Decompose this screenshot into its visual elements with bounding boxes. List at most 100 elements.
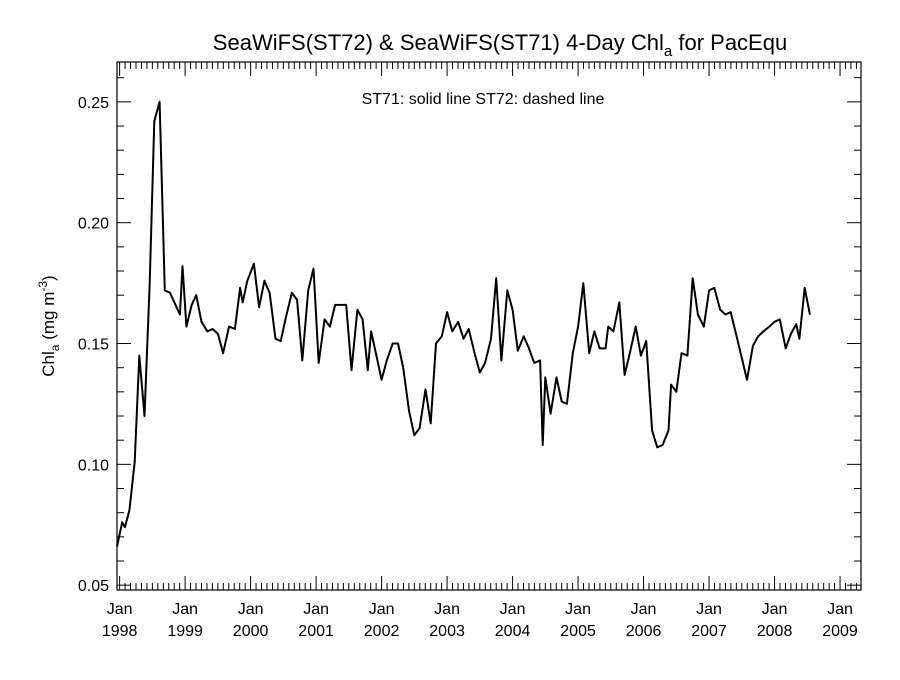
- data-point: [680, 352, 683, 354]
- data-point: [191, 304, 193, 306]
- data-point: [268, 292, 271, 294]
- data-point: [539, 359, 541, 362]
- data-point: [500, 359, 503, 362]
- data-point: [274, 338, 277, 340]
- data-point: [768, 326, 770, 328]
- data-point: [773, 321, 776, 323]
- data-point: [296, 299, 298, 301]
- data-point: [798, 338, 801, 340]
- line-style-annotation: ST71: solid line ST72: dashed line: [362, 91, 605, 108]
- data-point: [713, 287, 715, 289]
- data-point: [181, 265, 184, 267]
- y-tick-label: 0.25: [78, 95, 109, 112]
- data-point: [408, 410, 410, 412]
- data-point: [542, 444, 544, 446]
- y-axis-label: Chla (mg m-3): [36, 275, 62, 376]
- data-point: [228, 326, 230, 328]
- data-point: [517, 350, 519, 352]
- data-point: [566, 403, 568, 405]
- data-point: [253, 263, 255, 265]
- data-point: [588, 352, 590, 354]
- data-point: [473, 352, 476, 354]
- data-point: [367, 369, 369, 371]
- data-point: [153, 120, 155, 122]
- data-point: [164, 289, 166, 291]
- data-point: [741, 357, 743, 359]
- y-tick-label: 0.05: [78, 578, 109, 595]
- data-point: [370, 330, 372, 333]
- y-tick-label: 0.20: [78, 216, 109, 233]
- data-point: [350, 369, 353, 371]
- data-point: [577, 326, 579, 328]
- data-point: [582, 282, 584, 284]
- data-point: [424, 388, 427, 391]
- data-point: [462, 338, 465, 340]
- x-tick-month-label: Jan: [696, 601, 722, 618]
- data-point: [640, 355, 642, 357]
- data-point: [356, 309, 358, 311]
- data-point: [200, 321, 203, 323]
- data-point: [506, 289, 508, 291]
- x-tick-year-label: 2006: [626, 623, 662, 640]
- data-point: [746, 379, 748, 381]
- x-tick-year-label: 2001: [298, 623, 334, 640]
- data-point: [134, 461, 136, 463]
- y-tick-label: 0.10: [78, 457, 109, 474]
- data-point: [413, 434, 415, 436]
- data-point: [185, 326, 188, 328]
- data-point: [124, 526, 126, 528]
- x-tick-year-label: 1999: [167, 623, 203, 640]
- data-point: [572, 352, 574, 354]
- data-point: [206, 330, 208, 333]
- data-point: [430, 422, 432, 424]
- data-point: [418, 427, 421, 429]
- data-point: [158, 101, 161, 103]
- data-point: [457, 321, 459, 323]
- data-point: [490, 338, 492, 340]
- data-point: [533, 362, 535, 364]
- data-point: [629, 352, 631, 354]
- data-point: [703, 326, 705, 328]
- data-point: [169, 292, 171, 294]
- x-tick-year-label: 2004: [495, 623, 531, 640]
- data-point: [301, 359, 303, 362]
- data-point: [645, 340, 647, 342]
- data-point: [380, 379, 383, 381]
- data-point: [179, 313, 181, 316]
- data-point: [785, 347, 787, 349]
- data-point: [402, 367, 404, 369]
- data-point: [312, 268, 315, 270]
- data-point: [762, 330, 765, 333]
- data-point: [138, 355, 140, 357]
- data-point: [790, 333, 792, 335]
- x-tick-month-label: Jan: [631, 601, 657, 618]
- data-point: [263, 280, 265, 282]
- data-point: [549, 412, 552, 415]
- chart-title: SeaWiFS(ST72) & SeaWiFS(ST71) 4-Day Chla…: [213, 30, 787, 60]
- data-point: [441, 335, 443, 337]
- x-tick-month-label: Jan: [238, 601, 264, 618]
- data-point: [375, 355, 377, 357]
- x-tick-year-label: 2008: [757, 623, 793, 640]
- data-point: [779, 318, 781, 320]
- data-point: [329, 326, 331, 328]
- data-point: [212, 328, 214, 330]
- data-point: [246, 280, 248, 282]
- data-point: [446, 311, 448, 313]
- x-tick-year-label: 2003: [429, 623, 465, 640]
- data-point: [121, 521, 123, 523]
- data-point: [149, 282, 151, 284]
- data-point: [324, 318, 326, 320]
- data-point: [285, 316, 287, 318]
- y-tick-label: 0.15: [78, 337, 109, 354]
- data-point: [692, 277, 694, 279]
- data-point: [686, 355, 689, 357]
- data-point: [511, 309, 514, 311]
- x-tick-month-label: Jan: [434, 601, 460, 618]
- data-point: [593, 330, 596, 333]
- x-tick-year-label: 2002: [364, 623, 400, 640]
- data-point: [334, 304, 336, 306]
- y-axis: 0.05 0.10 0.15 0.20 0.25: [78, 77, 861, 595]
- x-tick-month-label: Jan: [303, 601, 329, 618]
- data-point: [234, 328, 236, 330]
